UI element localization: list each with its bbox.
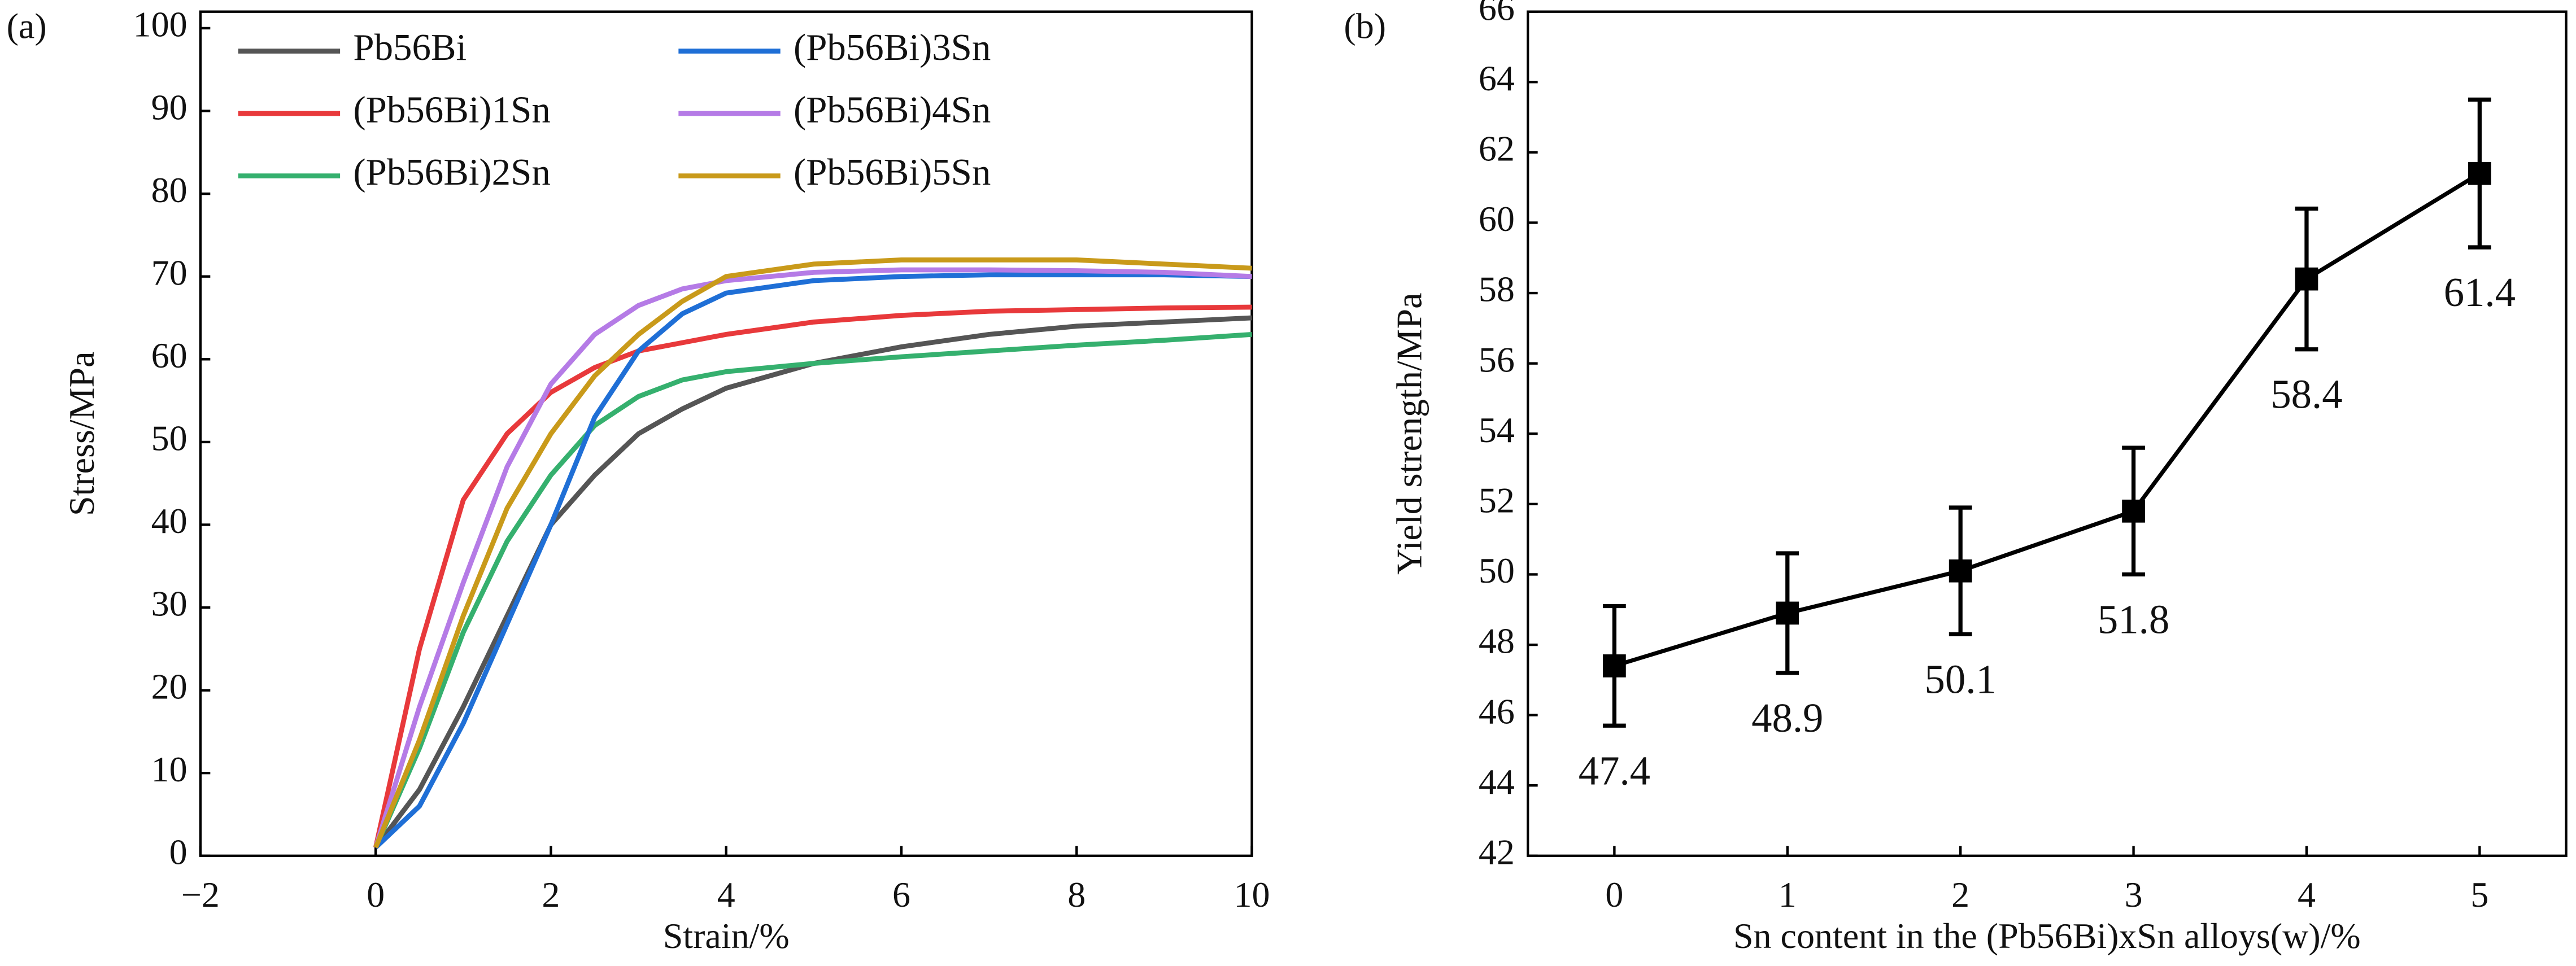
y-tick-label: 100 <box>133 5 188 45</box>
y-tick-label: 0 <box>169 832 188 872</box>
x-axis-label: Sn content in the (Pb56Bi)xSn alloys(w)/… <box>1733 916 2361 956</box>
series-line <box>373 331 1252 849</box>
legend-label: (Pb56Bi)4Sn <box>794 89 991 130</box>
y-tick-label: 66 <box>1479 0 1515 28</box>
plot-frame <box>1527 10 2568 857</box>
y-tick-label: 48 <box>1479 621 1515 661</box>
y-tick-label: 70 <box>151 252 188 292</box>
series-line <box>373 304 1252 849</box>
x-tick-label: 5 <box>2470 875 2488 915</box>
y-tick-label: 30 <box>151 584 188 624</box>
value-label: 58.4 <box>2270 371 2342 417</box>
legend-label: (Pb56Bi)3Sn <box>794 27 991 68</box>
series-line <box>373 315 1252 849</box>
x-tick-label: 0 <box>367 875 385 915</box>
y-tick-label: 58 <box>1479 269 1515 309</box>
y-tick-label: 62 <box>1479 129 1515 169</box>
x-tick-label: 2 <box>542 875 560 915</box>
x-tick-label: 0 <box>1605 875 1623 915</box>
y-tick-label: 60 <box>151 335 188 375</box>
y-tick-label: 56 <box>1479 339 1515 379</box>
marker <box>1603 654 1626 677</box>
value-label: 51.8 <box>2098 596 2169 642</box>
y-tick-label: 52 <box>1479 480 1515 521</box>
x-axis-label: Strain/% <box>663 916 790 956</box>
y-tick-label: 64 <box>1479 58 1515 98</box>
series-line <box>373 267 1252 849</box>
y-tick-label: 60 <box>1479 199 1515 239</box>
series-line <box>1614 172 2481 668</box>
y-tick-label: 54 <box>1479 410 1515 450</box>
x-tick-label: 1 <box>1779 875 1797 915</box>
legend-label: (Pb56Bi)1Sn <box>353 89 550 130</box>
value-label: 61.4 <box>2444 269 2516 315</box>
x-tick-label: −2 <box>181 875 220 915</box>
y-tick-label: 20 <box>151 666 188 706</box>
y-tick-label: 40 <box>151 501 188 541</box>
legend-label: (Pb56Bi)5Sn <box>794 151 991 193</box>
x-tick-label: 3 <box>2125 875 2143 915</box>
marker <box>2122 499 2145 523</box>
legend-label: (Pb56Bi)2Sn <box>353 151 550 193</box>
y-tick-label: 42 <box>1479 832 1515 872</box>
plot-frame <box>199 10 1253 857</box>
y-tick-label: 50 <box>151 418 188 458</box>
x-tick-label: 10 <box>1234 875 1270 915</box>
series-line <box>373 257 1252 849</box>
y-axis-label: Yield strength/MPa <box>1389 293 1429 575</box>
x-tick-label: 4 <box>717 875 735 915</box>
y-tick-label: 10 <box>151 749 188 789</box>
x-tick-label: 8 <box>1067 875 1086 915</box>
x-tick-label: 2 <box>1951 875 1969 915</box>
y-tick-label: 46 <box>1479 691 1515 731</box>
x-tick-label: 4 <box>2298 875 2316 915</box>
series-line <box>374 272 1252 850</box>
y-tick-label: 44 <box>1479 762 1515 802</box>
panel-label: (a) <box>7 6 47 46</box>
x-tick-label: 6 <box>892 875 910 915</box>
marker <box>1776 601 1799 625</box>
value-label: 47.4 <box>1579 748 1650 793</box>
y-tick-label: 50 <box>1479 550 1515 591</box>
marker <box>2295 267 2318 291</box>
marker <box>2468 161 2491 185</box>
legend-label: Pb56Bi <box>353 27 467 68</box>
y-tick-label: 90 <box>151 87 188 127</box>
value-label: 48.9 <box>1751 695 1823 741</box>
y-tick-label: 80 <box>151 170 188 210</box>
value-label: 50.1 <box>1925 656 1997 702</box>
marker <box>1949 559 1972 583</box>
y-axis-label: Stress/MPa <box>62 351 102 516</box>
panel-label: (b) <box>1344 6 1386 46</box>
